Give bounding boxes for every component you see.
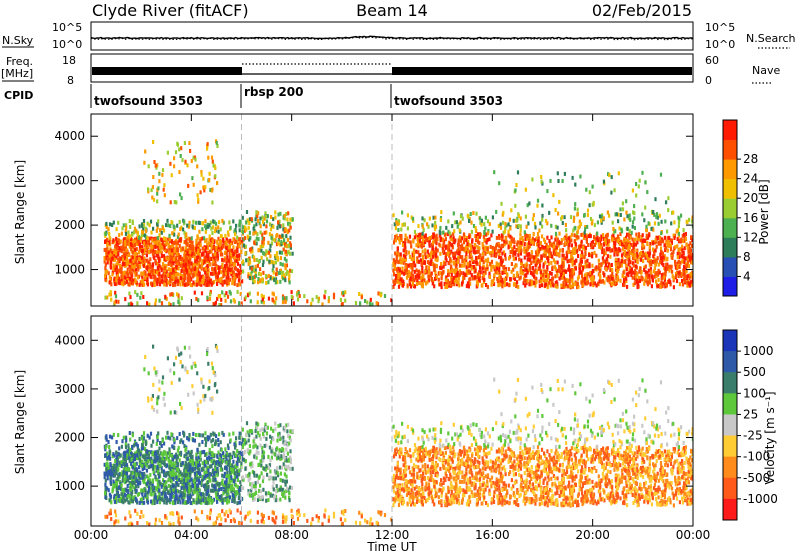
y-tick-label: 4000 bbox=[54, 333, 85, 347]
x-tick-label: 12:00 bbox=[375, 528, 410, 542]
station-title: Clyde River (fitACF) bbox=[92, 1, 249, 20]
nave-tick-high: 60 bbox=[705, 54, 719, 67]
colorbar-tick-label: 4 bbox=[743, 269, 751, 283]
colorbar-tick-label: 16 bbox=[743, 211, 758, 225]
nsearch-tick-low: 10^0 bbox=[705, 38, 735, 51]
x-tick-label: 20:00 bbox=[575, 528, 610, 542]
y-tick-label: 1000 bbox=[54, 263, 85, 277]
nave-tick-low: 0 bbox=[705, 74, 712, 87]
x-tick-label: 04:00 bbox=[174, 528, 209, 542]
nsky-label: N.Sky bbox=[2, 34, 34, 47]
colorbar-tick-label: 12 bbox=[743, 230, 758, 244]
nsky-tick-low: 10^0 bbox=[52, 38, 82, 51]
cpid-label: CPID bbox=[4, 89, 33, 102]
nsearch-trace bbox=[90, 36, 693, 41]
nsky-trace bbox=[90, 35, 694, 40]
y-tick-label: 3000 bbox=[54, 174, 85, 188]
x-tick-label: 00:00 bbox=[74, 528, 109, 542]
colorbar-tick-label: 28 bbox=[743, 152, 758, 166]
velocity-data-points bbox=[103, 316, 693, 526]
colorbar-tick-label: 25 bbox=[743, 407, 758, 421]
cpid-segment-3: twofsound 3503 bbox=[394, 94, 503, 108]
colorbar-tick-label: -500 bbox=[743, 471, 770, 485]
colorbar-tick-label: 8 bbox=[743, 250, 751, 264]
velocity-colorbar-label: Velocity [m s⁻¹] bbox=[763, 391, 777, 484]
freq-tick-low: 8 bbox=[67, 74, 74, 87]
power-colorbar: 4 8 12 16 20 24 28 bbox=[722, 119, 758, 297]
nsky-tick-high: 10^5 bbox=[52, 21, 82, 34]
colorbar-tick-label: -1000 bbox=[743, 492, 778, 506]
y-tick-label: 2000 bbox=[54, 218, 85, 232]
time-axis: 00:00 04:00 08:00 12:00 16:00 20:00 00:00 bbox=[74, 114, 711, 542]
nsky-panel-frame bbox=[90, 21, 694, 51]
x-tick-label: 16:00 bbox=[475, 528, 510, 542]
velocity-colorbar: 1000 500 100 25 -25 -100 -500 -1000 bbox=[722, 329, 778, 521]
power-data-points bbox=[103, 114, 693, 306]
date-title: 02/Feb/2015 bbox=[592, 1, 692, 20]
y-tick-label: 3000 bbox=[54, 382, 85, 396]
x-axis-label: Time UT bbox=[366, 540, 417, 554]
nsearch-label: N.Search bbox=[746, 32, 796, 45]
freq-panel-frame bbox=[90, 53, 694, 83]
nave-label: Nave bbox=[752, 64, 780, 77]
velocity-y-axis-label: Slant Range [km] bbox=[13, 370, 27, 474]
velocity-y-axis: 1000 2000 3000 4000 bbox=[54, 333, 693, 493]
freq-unit-label: [MHz] bbox=[1, 67, 33, 80]
x-tick-label: 08:00 bbox=[274, 528, 309, 542]
power-y-axis-label: Slant Range [km] bbox=[13, 160, 27, 264]
cpid-segment-2: rbsp 200 bbox=[244, 85, 303, 99]
colorbar-tick-label: 20 bbox=[743, 191, 758, 205]
y-tick-label: 2000 bbox=[54, 431, 85, 445]
y-tick-label: 4000 bbox=[54, 129, 85, 143]
freq-tick-high: 18 bbox=[62, 54, 76, 67]
colorbar-tick-label: -100 bbox=[743, 450, 770, 464]
nsearch-tick-high: 10^5 bbox=[705, 21, 735, 34]
colorbar-tick-label: 500 bbox=[743, 365, 766, 379]
y-tick-label: 1000 bbox=[54, 479, 85, 493]
power-y-axis: 1000 2000 3000 4000 bbox=[54, 129, 693, 277]
beam-title: Beam 14 bbox=[356, 1, 428, 20]
colorbar-tick-label: -25 bbox=[743, 429, 763, 443]
colorbar-tick-label: 1000 bbox=[743, 344, 774, 358]
colorbar-tick-label: 24 bbox=[743, 172, 758, 186]
cpid-segment-1: twofsound 3503 bbox=[94, 94, 203, 108]
power-colorbar-label: Power [dB] bbox=[757, 179, 771, 244]
x-tick-label: 00:00 bbox=[676, 528, 711, 542]
freq-label: Freq. bbox=[6, 55, 33, 68]
freq-bars bbox=[92, 63, 692, 75]
colorbar-tick-label: 100 bbox=[743, 386, 766, 400]
